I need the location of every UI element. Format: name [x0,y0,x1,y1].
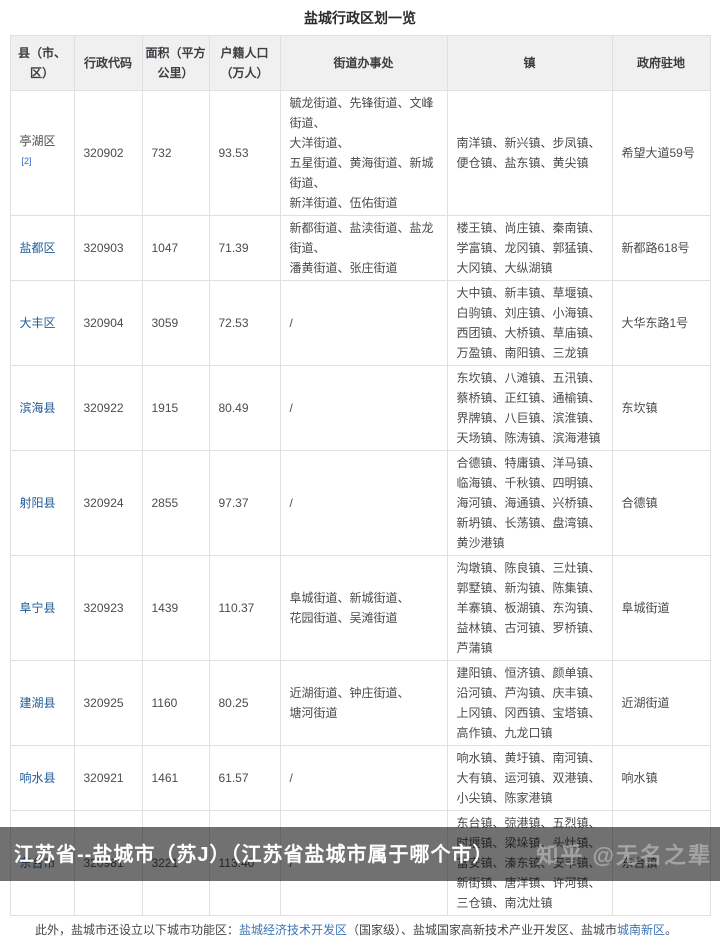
cell-population: 72.53 [208,280,281,366]
cell-population: 97.37 [208,450,281,556]
cell-county: 响水县 [9,745,75,811]
county-name: 亭湖区 [19,134,56,148]
cell-government-seat: 合德镇 [611,450,711,556]
cell-county: 射阳县 [9,450,75,556]
cell-area: 3059 [141,280,210,366]
column-header-area: 面积（平方公里） [141,35,210,91]
cell-government-seat: 新都路618号 [611,215,711,281]
cell-towns: 响水镇、黄圩镇、南河镇、 大有镇、运河镇、双港镇、 小尖镇、陈家港镇 [446,745,613,811]
cell-government-seat: 东坎镇 [611,365,711,451]
column-header-population: 户籍人口（万人） [208,35,281,91]
cell-county: 大丰区 [9,280,75,366]
cell-subdistricts: 新都街道、盐渎街道、盐龙街道、 潘黄街道、张庄街道 [279,215,448,281]
table-row: 盐都区 320903 1047 71.39 新都街道、盐渎街道、盐龙街道、 潘黄… [9,215,711,281]
cell-towns: 建阳镇、恒济镇、颜单镇、 沿河镇、芦沟镇、庆丰镇、 上冈镇、冈西镇、宝塔镇、 高… [446,660,613,746]
county-link[interactable]: 响水县 [19,771,56,785]
cell-county: 盐都区 [9,215,75,281]
cell-government-seat: 希望大道59号 [611,90,711,216]
footer-link-etdz[interactable]: 盐城经济技术开发区 [239,923,348,937]
cell-area: 1439 [141,555,210,661]
table-row: 阜宁县 320923 1439 110.37 阜城街道、新城街道、 花园街道、吴… [9,555,711,661]
column-header-towns: 镇 [446,35,613,91]
column-header-subdistricts: 街道办事处 [279,35,448,91]
table-row: 亭湖区 [2] 320902 732 93.53 毓龙街道、先锋街道、文峰街道、 … [9,90,711,216]
county-link[interactable]: 阜宁县 [19,601,56,615]
cell-area: 1160 [141,660,210,746]
county-link[interactable]: 建湖县 [19,696,56,710]
admin-division-table: 县（市、区） 行政代码 面积（平方公里） 户籍人口（万人） 街道办事处 镇 政府… [9,35,711,916]
column-header-admin-code: 行政代码 [73,35,143,91]
county-link[interactable]: 射阳县 [19,496,56,510]
cell-population: 110.37 [208,555,281,661]
cell-admin-code: 320904 [73,280,143,366]
cell-admin-code: 320903 [73,215,143,281]
cell-subdistricts: 毓龙街道、先锋街道、文峰街道、 大洋街道、 五星街道、黄海街道、新城街道、 新洋… [279,90,448,216]
cell-towns: 南洋镇、新兴镇、步凤镇、 便仓镇、盐东镇、黄尖镇 [446,90,613,216]
page-title: 盐城行政区划一览 [304,10,416,26]
cell-county: 亭湖区 [2] [9,90,75,216]
county-link[interactable]: 大丰区 [19,316,56,330]
cell-subdistricts: / [279,280,448,366]
cell-towns: 东坎镇、八滩镇、五汛镇、 蔡桥镇、正红镇、通榆镇、 界牌镇、八巨镇、滨淮镇、 天… [446,365,613,451]
header-row: 县（市、区） 行政代码 面积（平方公里） 户籍人口（万人） 街道办事处 镇 政府… [9,35,711,91]
cell-towns: 大中镇、新丰镇、草堰镇、 白驹镇、刘庄镇、小海镇、 西团镇、大桥镇、草庙镇、 万… [446,280,613,366]
table-row: 射阳县 320924 2855 97.37 / 合德镇、特庸镇、洋马镇、 临海镇… [9,450,711,556]
cell-area: 2855 [141,450,210,556]
footer-link-chengnan[interactable]: 城南新区 [617,923,666,937]
cell-county: 建湖县 [9,660,75,746]
cell-population: 71.39 [208,215,281,281]
cell-government-seat: 近湖街道 [611,660,711,746]
cell-admin-code: 320923 [73,555,143,661]
county-link[interactable]: 滨海县 [19,401,56,415]
footer-note: 此外，盐城市还设立以下城市功能区：盐城经济技术开发区（国家级）、盐城国家高新技术… [0,916,720,938]
cell-subdistricts: / [279,365,448,451]
table-row: 大丰区 320904 3059 72.53 / 大中镇、新丰镇、草堰镇、 白驹镇… [9,280,711,366]
cell-towns: 楼王镇、尚庄镇、秦南镇、 学富镇、龙冈镇、郭猛镇、 大冈镇、大纵湖镇 [446,215,613,281]
column-header-county: 县（市、区） [9,35,75,91]
table-row: 建湖县 320925 1160 80.25 近湖街道、钟庄街道、 塘河街道 建阳… [9,660,711,746]
cell-area: 1915 [141,365,210,451]
cell-admin-code: 320924 [73,450,143,556]
cell-area: 1047 [141,215,210,281]
cell-subdistricts: 阜城街道、新城街道、 花园街道、吴滩街道 [279,555,448,661]
cell-admin-code: 320921 [73,745,143,811]
cell-population: 93.53 [208,90,281,216]
footer-note-text: （国家级）、盐城国家高新技术产业开发区、盐城市 [347,923,618,937]
cell-area: 1461 [141,745,210,811]
table-row: 响水县 320921 1461 61.57 / 响水镇、黄圩镇、南河镇、 大有镇… [9,745,711,811]
county-link[interactable]: 盐都区 [19,241,56,255]
cell-county: 阜宁县 [9,555,75,661]
reference-link[interactable]: [2] [21,156,32,166]
cell-county: 滨海县 [9,365,75,451]
cell-towns: 合德镇、特庸镇、洋马镇、 临海镇、千秋镇、四明镇、 海河镇、海通镇、兴桥镇、 新… [446,450,613,556]
cell-admin-code: 320902 [73,90,143,216]
cell-population: 80.49 [208,365,281,451]
cell-population: 61.57 [208,745,281,811]
caption-overlay: 江苏省--盐城市（苏J）（江苏省盐城市属于哪个市） 知乎 @无名之辈 [0,827,720,881]
cell-subdistricts: / [279,745,448,811]
table-row: 滨海县 320922 1915 80.49 / 东坎镇、八滩镇、五汛镇、 蔡桥镇… [9,365,711,451]
overlay-title: 江苏省--盐城市（苏J）（江苏省盐城市属于哪个市） [14,844,494,866]
zhihu-watermark: 知乎 @无名之辈 [536,843,712,868]
cell-government-seat: 阜城街道 [611,555,711,661]
cell-admin-code: 320925 [73,660,143,746]
cell-government-seat: 大华东路1号 [611,280,711,366]
cell-area: 732 [141,90,210,216]
column-header-government-seat: 政府驻地 [611,35,711,91]
cell-government-seat: 响水镇 [611,745,711,811]
footer-note-text: 此外，盐城市还设立以下城市功能区： [35,923,240,937]
cell-subdistricts: 近湖街道、钟庄街道、 塘河街道 [279,660,448,746]
cell-admin-code: 320922 [73,365,143,451]
cell-population: 80.25 [208,660,281,746]
cell-towns: 沟墩镇、陈良镇、三灶镇、 郭墅镇、新沟镇、陈集镇、 羊寨镇、板湖镇、东沟镇、 益… [446,555,613,661]
cell-subdistricts: / [279,450,448,556]
footer-note-text: 。 [665,923,678,937]
